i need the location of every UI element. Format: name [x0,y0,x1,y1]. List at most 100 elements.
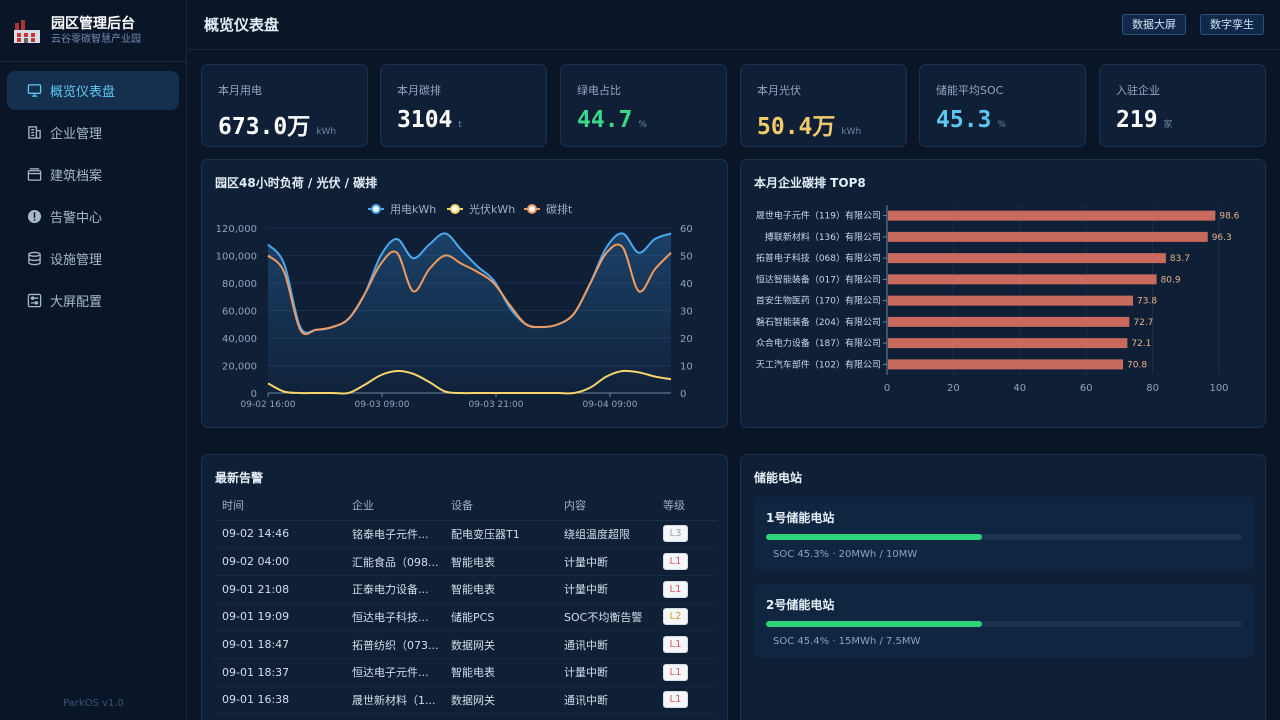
sidebar-item-buildings[interactable]: 建筑档案 [7,155,179,194]
x-tick-label: 09-03 21:00 [469,400,524,410]
alerts-table: 时间 企业 设备 内容 等级 09-02 14:46 铭泰电子元件... 配电变压器… [214,491,717,715]
bar-value-label: 70.8 [1127,360,1147,370]
sidebar-item-label: 告警中心 [50,211,103,226]
table-row[interactable]: 09-01 21:08 正泰电力设备... 智能电表 计量中断 L1 [214,575,717,604]
legend-label: 碳排t [546,202,573,216]
bar [888,231,1208,242]
table-row[interactable]: 09-01 18:47 拓普纺织（073... 数据网关 通讯中断 L1 [214,630,717,659]
series-line [267,243,672,336]
kpi-label: 储能平均SOC [936,84,1004,97]
table-row[interactable]: 09-01 16:38 晟世新材料（1... 数据网关 通讯中断 L1 [214,686,717,715]
bar-value-label: 72.1 [1131,339,1151,349]
sidebar-item-dashboard[interactable]: 概览仪表盘 [7,71,179,110]
y-left-tick-label: 120,000 [216,224,257,235]
table-row[interactable]: 09-01 19:09 恒达电子科技... 储能PCS SOC不均衡告警 L2 [214,603,717,632]
alert-company: 恒达电子元件... [344,658,443,687]
table-row[interactable]: 09-01 18:37 恒达电子元件... 智能电表 计量中断 L1 [214,658,717,687]
x-tick-label: 09-02 16:00 [241,400,296,410]
kpi-value: 219 [1116,107,1158,133]
category-label: 天工汽车部件（102）有限公司 [756,358,881,370]
station-name: 1号储能电站 [766,511,835,525]
storage-panel: 储能电站 1号储能电站 SOC 45.3% · 20MWh / 10MW 2号储… [740,454,1266,720]
database-icon [26,251,42,267]
sidebar-item-facilities[interactable]: 设施管理 [7,239,179,278]
load-line-chart: 0 20,000 40,000 60,000 80,000 100,000 120,000 0… [216,202,693,410]
level-badge: L2 [663,608,688,626]
kpi-card-soc: 储能平均SOC 45.3% [919,64,1086,147]
kpi-unit: t [458,120,462,130]
kpi-value: 673.0万 [218,114,311,140]
y-right-tick-label: 50 [680,252,693,263]
alert-device: 数据网关 [443,630,556,659]
station-name: 2号储能电站 [766,598,835,612]
alert-company: 汇能食品（098... [344,547,443,576]
kpi-value: 44.7 [577,107,633,133]
alert-content: 计量中断 [556,547,655,576]
digital-twin-button[interactable]: 数字孪生 [1200,14,1264,35]
level-badge: L1 [663,580,688,598]
kpi-card-green-ratio: 绿电占比 44.7% [560,64,727,147]
sidebar: 园区管理后台 云谷零碳智慧产业园 概览仪表盘 企业管理 建 [0,0,187,720]
column-header: 内容 [556,491,655,521]
storage-station-card[interactable]: 2号储能电站 SOC 45.4% · 15MWh / 7.5MW [754,584,1254,658]
y-left-tick-label: 100,000 [216,252,257,263]
alert-content: 通讯中断 [556,686,655,715]
alert-device: 智能电表 [443,658,556,687]
sidebar-item-alerts[interactable]: 告警中心 [7,197,179,236]
alert-device: 智能电表 [443,575,556,604]
kpi-label: 本月碳排 [397,84,441,97]
table-row[interactable]: 09-02 14:46 铭泰电子元件... 配电变压器T1 绕组温度超限 L3 [214,520,717,549]
kpi-label: 绿电占比 [577,84,621,97]
kpi-unit: % [997,120,1006,130]
bar [888,210,1216,221]
alert-content: 通讯中断 [556,630,655,659]
legend-marker [450,204,460,214]
level-badge: L1 [663,636,688,654]
category-label: 晟世电子元件（119）有限公司 [756,210,881,222]
alert-company: 拓普纺织（073... [344,630,443,659]
bar [888,274,1157,285]
y-right-tick-label: 10 [680,362,693,373]
x-tick-label: 09-03 09:00 [355,400,410,410]
alert-device: 配电变压器T1 [443,520,556,549]
alert-content: 计量中断 [556,575,655,604]
y-left-tick-label: 20,000 [222,362,257,373]
legend-label: 用电kWh [390,203,436,216]
monitor-icon [26,83,42,99]
legend-marker [527,204,537,214]
alert-level-cell: L1 [655,547,717,576]
sidebar-item-screen-config[interactable]: 大屏配置 [7,281,179,320]
kpi-unit: kWh [316,127,337,137]
column-header: 时间 [214,491,344,521]
version-label: ParkOS v1.0 [63,698,124,709]
sidebar-nav: 概览仪表盘 企业管理 建筑档案 告警中心 [0,62,186,320]
app-subtitle: 云谷零碳智慧产业园 [51,34,141,45]
kpi-unit: 家 [1163,120,1173,130]
big-screen-button[interactable]: 数据大屏 [1122,14,1186,35]
bar-value-label: 73.8 [1137,297,1157,307]
category-label: 磐石智能装备（204）有限公司 [756,316,881,328]
alert-time: 09-01 21:08 [214,575,344,604]
bar [888,338,1128,349]
alert-level-cell: L1 [655,575,717,604]
x-tick-label: 80 [1146,383,1159,394]
kpi-label: 入驻企业 [1116,84,1160,97]
alert-level-cell: L2 [655,603,717,632]
kpi-unit: kWh [841,127,862,137]
y-right-tick-label: 30 [680,307,693,318]
sidebar-item-enterprise[interactable]: 企业管理 [7,113,179,152]
x-tick-label: 40 [1013,383,1026,394]
sidebar-item-label: 设施管理 [50,253,103,268]
category-label: 拓普电子科技（068）有限公司 [756,252,881,264]
app-title: 园区管理后台 [51,16,135,32]
y-right-tick-label: 0 [680,389,686,400]
table-row[interactable]: 09-02 04:00 汇能食品（098... 智能电表 计量中断 L1 [214,547,717,576]
bar-value-label: 83.7 [1170,254,1190,264]
factory-icon [13,17,41,45]
category-label: 搏联新材料（136）有限公司 [765,231,881,243]
sidebar-item-label: 企业管理 [50,127,103,142]
x-tick-label: 100 [1209,383,1228,394]
page-header: 概览仪表盘 数据大屏 数字孪生 [188,0,1280,50]
bar-value-label: 96.3 [1212,233,1232,243]
storage-station-card[interactable]: 1号储能电站 SOC 45.3% · 20MWh / 10MW [754,497,1254,571]
